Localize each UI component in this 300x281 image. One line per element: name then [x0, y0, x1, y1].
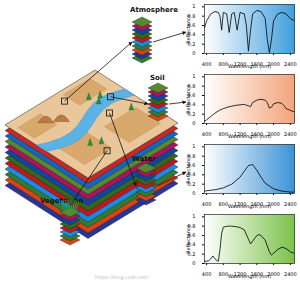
svg-text:400: 400 [202, 131, 212, 137]
svg-text:0.2: 0.2 [187, 40, 196, 47]
svg-text:0.4: 0.4 [187, 171, 196, 178]
svg-text:2000: 2000 [267, 61, 280, 68]
svg-text:Soil: Soil [150, 74, 165, 82]
svg-text:2000: 2000 [267, 131, 280, 138]
svg-text:1: 1 [192, 73, 195, 79]
svg-text:0.4: 0.4 [187, 101, 196, 108]
svg-text:0: 0 [192, 190, 195, 196]
svg-text:0.6: 0.6 [187, 162, 196, 169]
svg-text:https://blog.csdn.net/: https://blog.csdn.net/ [95, 274, 149, 281]
svg-text:1: 1 [192, 213, 195, 219]
svg-text:2000: 2000 [267, 271, 280, 277]
svg-text:Wavelength (nm): Wavelength (nm) [228, 133, 271, 140]
svg-text:Water: Water [132, 155, 156, 163]
svg-text:0.2: 0.2 [187, 250, 196, 257]
svg-text:2400: 2400 [284, 61, 297, 67]
svg-text:0.6: 0.6 [187, 22, 196, 29]
svg-text:Vegetation: Vegetation [40, 197, 84, 205]
svg-text:1: 1 [192, 143, 195, 149]
svg-text:Reflectance: Reflectance [185, 14, 191, 43]
svg-text:0: 0 [192, 120, 195, 126]
svg-text:Reflectance: Reflectance [185, 84, 191, 113]
svg-text:0.6: 0.6 [187, 92, 196, 99]
svg-text:Wavelength (nm): Wavelength (nm) [228, 203, 271, 210]
svg-text:Reflectance: Reflectance [185, 224, 191, 253]
svg-text:0.8: 0.8 [187, 82, 196, 89]
svg-text:2400: 2400 [284, 271, 297, 277]
svg-text:0: 0 [192, 50, 195, 56]
svg-text:800: 800 [219, 61, 229, 67]
svg-text:0.4: 0.4 [187, 31, 196, 38]
svg-text:2000: 2000 [267, 201, 280, 208]
svg-text:1: 1 [192, 3, 195, 9]
svg-text:0.2: 0.2 [187, 180, 196, 187]
svg-text:0.8: 0.8 [187, 152, 196, 159]
svg-text:Reflectance: Reflectance [185, 154, 191, 183]
svg-text:Wavelength (nm): Wavelength (nm) [228, 63, 271, 70]
svg-text:400: 400 [202, 61, 212, 67]
svg-text:2400: 2400 [284, 201, 297, 207]
svg-text:Atmosphere: Atmosphere [130, 6, 178, 14]
svg-text:0.6: 0.6 [187, 232, 196, 239]
svg-text:400: 400 [202, 201, 212, 207]
svg-text:800: 800 [219, 271, 229, 277]
svg-text:0.4: 0.4 [187, 241, 196, 248]
svg-text:0: 0 [192, 260, 195, 266]
svg-text:400: 400 [202, 271, 212, 277]
svg-text:800: 800 [219, 131, 229, 137]
svg-text:0.8: 0.8 [187, 222, 196, 229]
svg-text:0.2: 0.2 [187, 110, 196, 117]
svg-text:0.8: 0.8 [187, 12, 196, 19]
svg-text:Wavelength (nm): Wavelength (nm) [228, 273, 271, 280]
svg-text:800: 800 [219, 201, 229, 207]
svg-text:2400: 2400 [284, 131, 297, 137]
